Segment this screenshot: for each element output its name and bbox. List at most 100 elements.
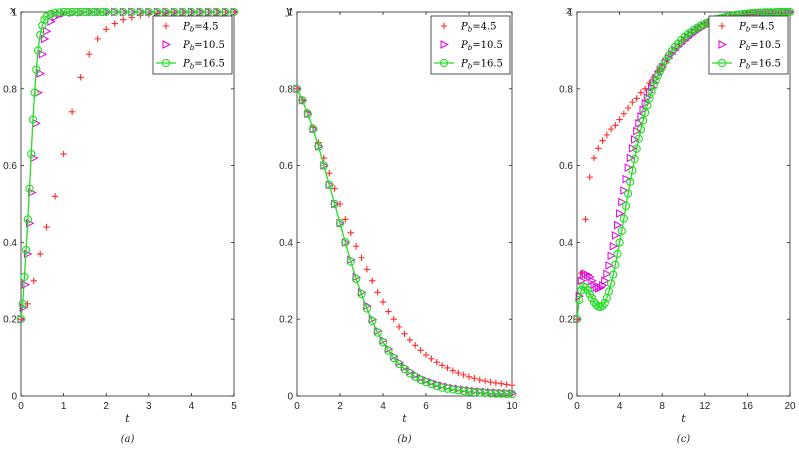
data-point	[212, 7, 222, 17]
data-point	[384, 346, 393, 355]
x-tick-label: 4	[189, 401, 195, 412]
x-axis-label: t	[402, 412, 407, 425]
data-point	[32, 65, 41, 74]
data-point	[341, 238, 350, 247]
data-point	[584, 270, 593, 280]
x-tick-label: 2	[337, 401, 343, 412]
data-point	[643, 93, 653, 102]
data-point	[60, 150, 67, 158]
data-point	[612, 122, 619, 129]
data-point	[51, 193, 59, 200]
data-point	[589, 297, 599, 307]
legend: Pb=4.5 Pb=10.5 Pb=16.5	[708, 15, 789, 75]
data-point	[136, 7, 145, 17]
data-point	[641, 108, 650, 117]
data-point	[427, 379, 436, 389]
data-point	[609, 241, 619, 251]
data-point	[23, 249, 33, 259]
data-point	[330, 199, 339, 209]
data-point	[607, 251, 616, 261]
data-point	[433, 359, 440, 366]
data-point	[572, 315, 582, 324]
data-point	[481, 377, 489, 385]
data-point	[588, 276, 597, 286]
data-point	[470, 388, 479, 397]
data-point	[655, 66, 665, 75]
data-point	[779, 7, 788, 17]
data-point	[363, 266, 371, 273]
y-axis-label: x	[10, 4, 17, 17]
y-tick-label: 0.8	[279, 84, 293, 95]
data-point	[508, 382, 516, 389]
data-point	[25, 184, 34, 193]
data-point	[50, 8, 60, 17]
data-point	[298, 96, 307, 105]
y-tick-label: 0.2	[279, 315, 293, 326]
data-point	[590, 280, 599, 289]
data-point	[406, 336, 414, 344]
data-point	[30, 277, 37, 284]
data-point	[502, 389, 511, 399]
data-point	[432, 381, 441, 391]
data-point	[649, 81, 658, 90]
data-point	[153, 7, 162, 17]
axes-box	[576, 11, 791, 397]
data-point	[390, 316, 397, 323]
data-point	[401, 330, 408, 337]
data-point	[609, 270, 618, 279]
y-tick-label: 0.6	[559, 161, 573, 172]
data-point	[595, 145, 602, 152]
data-point	[36, 250, 44, 258]
y-axis-label: y	[285, 4, 293, 17]
x-tick-label: 1	[61, 401, 67, 412]
y-tick-label: 0	[11, 392, 17, 403]
panel-caption: (a)	[121, 434, 135, 445]
data-point	[492, 379, 500, 387]
data-point	[342, 216, 349, 223]
data-point	[16, 315, 26, 324]
data-point	[77, 74, 84, 81]
legend-label: Pb=16.5	[738, 59, 781, 71]
data-point	[42, 12, 51, 21]
data-point	[204, 7, 213, 17]
data-point	[616, 116, 623, 123]
data-point	[195, 7, 205, 17]
data-point	[19, 303, 29, 312]
data-point	[412, 342, 419, 349]
x-tick-label: 0	[18, 401, 24, 412]
data-point	[28, 115, 38, 124]
data-point	[629, 99, 636, 106]
data-point	[639, 105, 648, 115]
x-tick-label: 20	[784, 401, 796, 412]
data-point	[378, 338, 388, 347]
data-point	[68, 108, 76, 116]
data-point	[331, 185, 338, 192]
legend-marker	[162, 40, 171, 49]
series-3	[292, 84, 517, 399]
data-point	[21, 280, 31, 289]
data-point	[632, 144, 641, 153]
data-point	[127, 7, 136, 17]
data-point	[448, 385, 458, 394]
data-point	[421, 378, 431, 387]
series-1	[293, 85, 516, 389]
data-point	[601, 276, 610, 286]
x-tick-label: 0	[574, 401, 580, 412]
data-point	[454, 386, 463, 395]
data-point	[605, 261, 614, 270]
data-point	[319, 161, 329, 170]
data-point	[586, 272, 595, 282]
x-tick-label: 4	[380, 401, 386, 412]
data-point	[460, 371, 467, 379]
legend-label: Pb=10.5	[182, 40, 225, 52]
data-point	[590, 154, 598, 162]
panel-caption: (c)	[677, 434, 691, 445]
data-point	[93, 7, 102, 17]
data-point	[111, 20, 118, 27]
legend-label: Pb=4.5	[182, 22, 219, 34]
data-point	[615, 238, 624, 247]
data-point	[221, 7, 230, 17]
data-point	[497, 389, 506, 398]
data-point	[308, 124, 318, 134]
y-tick-label: 0.4	[3, 238, 17, 249]
